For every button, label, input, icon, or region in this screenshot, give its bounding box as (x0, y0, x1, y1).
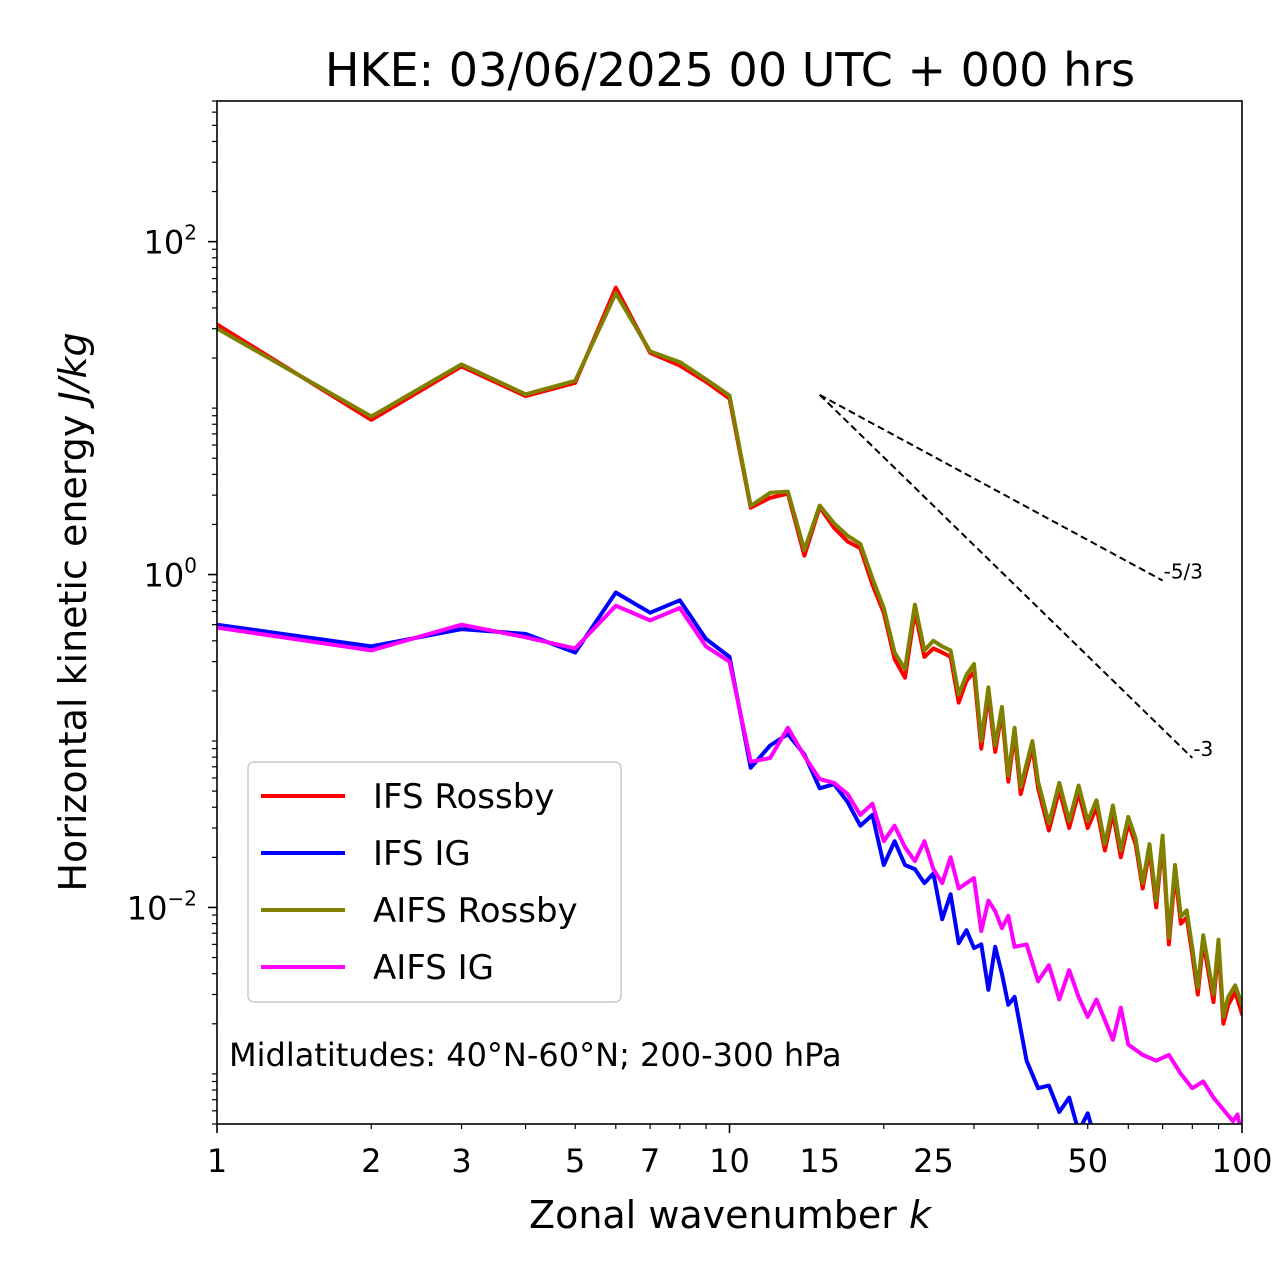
plot-series (217, 285, 1242, 1124)
reference-lines: -5/3 -3 (819, 394, 1213, 761)
reference-line-label: -5/3 (1164, 560, 1203, 584)
x-tick-label: 10 (709, 1142, 750, 1180)
y-axis-label: Horizontal kinetic energy J/kg (51, 332, 95, 891)
reference-line-label: -3 (1193, 737, 1213, 761)
x-tick-labels: 1 2 3 5 7 10 15 25 50 100 (207, 1142, 1273, 1180)
legend-label: IFS Rossby (373, 777, 554, 817)
x-tick-label: 3 (451, 1142, 471, 1180)
x-tick-label: 15 (799, 1142, 840, 1180)
chart-title: HKE: 03/06/2025 00 UTC + 000 hrs (325, 43, 1135, 97)
legend-label: AIFS IG (373, 948, 494, 988)
y-tick-label: 102 (144, 221, 197, 262)
x-tick-label: 7 (640, 1142, 660, 1180)
x-tick-label: 50 (1067, 1142, 1108, 1180)
region-annotation: Midlatitudes: 40°N-60°N; 200-300 hPa (229, 1036, 842, 1074)
plot-frame (216, 100, 1243, 1125)
x-axis-label: Zonal wavenumber k (529, 1193, 933, 1237)
legend-box (247, 761, 622, 1003)
y-tick-label: 10−2 (127, 886, 197, 927)
x-tick-label: 25 (913, 1142, 954, 1180)
reference-line (819, 394, 1164, 582)
major-ticks (208, 240, 1243, 1133)
series-line (217, 291, 1242, 1019)
x-tick-label: 1 (207, 1142, 227, 1180)
legend-label: IFS IG (373, 834, 471, 874)
x-tick-label: 5 (565, 1142, 585, 1180)
legend-label: AIFS Rossby (373, 891, 578, 931)
y-tick-labels: 102 100 10−2 (127, 221, 197, 928)
reference-line (819, 394, 1194, 759)
series-line (217, 603, 1242, 1124)
x-tick-label: 100 (1211, 1142, 1272, 1180)
x-tick-label: 2 (361, 1142, 381, 1180)
minor-ticks (212, 100, 1220, 1129)
legend: IFS Rossby IFS IG AIFS Rossby AIFS IG (247, 761, 622, 1003)
y-tick-label: 100 (144, 554, 197, 595)
